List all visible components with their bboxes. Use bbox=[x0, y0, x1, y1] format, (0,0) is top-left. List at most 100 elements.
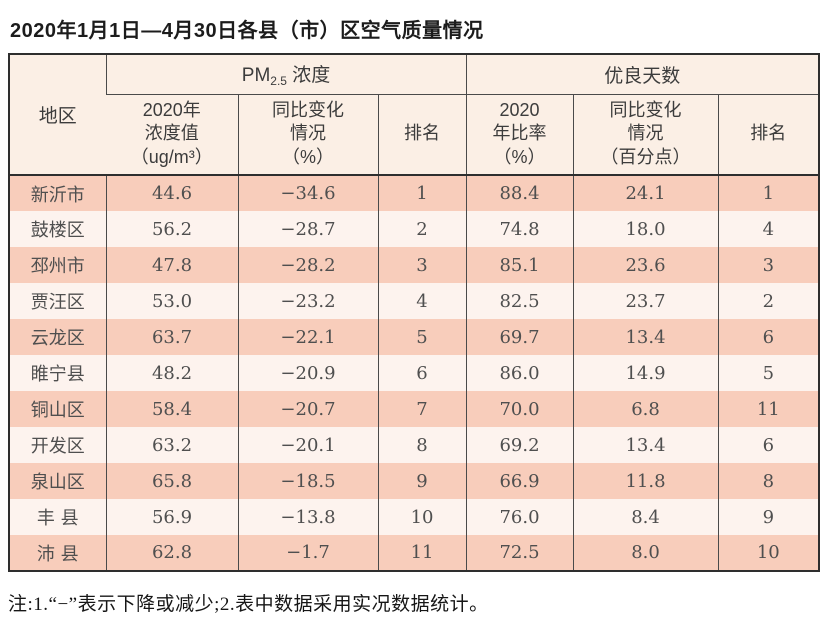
table-row: 鼓楼区 56.2 −28.7 2 74.8 18.0 4 bbox=[9, 211, 820, 247]
cell-good-rank: 6 bbox=[717, 427, 820, 463]
cell-good-change: 23.7 bbox=[572, 283, 719, 319]
cell-pm-rank: 11 bbox=[377, 535, 467, 571]
cell-pm-rank: 2 bbox=[377, 211, 467, 247]
cell-region: 丰 县 bbox=[9, 499, 106, 535]
cell-pm-change: −20.9 bbox=[237, 355, 378, 391]
cell-pm-rank: 8 bbox=[377, 427, 467, 463]
header-group-row: 地区 PM2.5 浓度 优良天数 bbox=[9, 54, 820, 176]
cell-good-change: 14.9 bbox=[572, 355, 719, 391]
table-row: 沛 县 62.8 −1.7 11 72.5 8.0 10 bbox=[9, 535, 820, 571]
cell-good-rate: 69.2 bbox=[465, 427, 574, 463]
table-row: 开发区 63.2 −20.1 8 69.2 13.4 6 bbox=[9, 427, 820, 463]
cell-pm-rank: 3 bbox=[377, 247, 467, 283]
cell-region: 泉山区 bbox=[9, 463, 106, 499]
table-row: 丰 县 56.9 −13.8 10 76.0 8.4 9 bbox=[9, 499, 820, 535]
table-row: 邳州市 47.8 −28.2 3 85.1 23.6 3 bbox=[9, 247, 820, 283]
cell-pm-change: −34.6 bbox=[237, 175, 378, 211]
cell-pm-change: −20.7 bbox=[237, 391, 378, 427]
cell-pm-value: 56.2 bbox=[105, 211, 238, 247]
cell-good-change: 23.6 bbox=[572, 247, 719, 283]
page-title: 2020年1月1日—4月30日各县（市）区空气质量情况 bbox=[10, 20, 484, 42]
cell-good-rank: 5 bbox=[717, 355, 820, 391]
table-row: 铜山区 58.4 −20.7 7 70.0 6.8 11 bbox=[9, 391, 820, 427]
cell-good-rate: 82.5 bbox=[465, 283, 574, 319]
cell-pm-value: 53.0 bbox=[105, 283, 238, 319]
cell-good-rate: 72.5 bbox=[465, 535, 574, 571]
table-row: 云龙区 63.7 −22.1 5 69.7 13.4 6 bbox=[9, 319, 820, 355]
cell-good-rank: 4 bbox=[717, 211, 820, 247]
header-good-change: 同比变化 情况 （百分点） bbox=[572, 94, 719, 176]
cell-good-rank: 11 bbox=[717, 391, 820, 427]
cell-pm-value: 47.8 bbox=[105, 247, 238, 283]
cell-good-change: 11.8 bbox=[572, 463, 719, 499]
header-pm-group: PM2.5 浓度 bbox=[105, 54, 467, 95]
cell-pm-change: −23.2 bbox=[237, 283, 378, 319]
cell-pm-value: 44.6 bbox=[105, 175, 238, 211]
cell-pm-rank: 1 bbox=[377, 175, 467, 211]
table-body: 新沂市 44.6 −34.6 1 88.4 24.1 1 鼓楼区 56.2 −2… bbox=[9, 175, 820, 571]
cell-good-rate: 88.4 bbox=[465, 175, 574, 211]
cell-good-rate: 85.1 bbox=[465, 247, 574, 283]
cell-pm-value: 63.2 bbox=[105, 427, 238, 463]
cell-region: 沛 县 bbox=[9, 535, 106, 571]
table-row: 睢宁县 48.2 −20.9 6 86.0 14.9 5 bbox=[9, 355, 820, 391]
cell-pm-change: −22.1 bbox=[237, 319, 378, 355]
header-good-rank: 排名 bbox=[717, 94, 820, 176]
header-pm-change: 同比变化 情况 （%） bbox=[237, 94, 378, 176]
cell-pm-rank: 5 bbox=[377, 319, 467, 355]
cell-pm-value: 62.8 bbox=[105, 535, 238, 571]
header-region: 地区 bbox=[9, 54, 106, 176]
header-good-rate: 2020 年比率 （%） bbox=[465, 94, 574, 176]
cell-pm-value: 48.2 bbox=[105, 355, 238, 391]
cell-region: 贾汪区 bbox=[9, 283, 106, 319]
cell-pm-rank: 10 bbox=[377, 499, 467, 535]
header-pm-rank: 排名 bbox=[377, 94, 467, 176]
cell-region: 云龙区 bbox=[9, 319, 106, 355]
cell-pm-value: 63.7 bbox=[105, 319, 238, 355]
cell-good-change: 6.8 bbox=[572, 391, 719, 427]
cell-good-change: 13.4 bbox=[572, 319, 719, 355]
cell-pm-change: −28.2 bbox=[237, 247, 378, 283]
cell-good-rank: 9 bbox=[717, 499, 820, 535]
pm-subscript: 2.5 bbox=[270, 74, 287, 89]
cell-pm-rank: 9 bbox=[377, 463, 467, 499]
cell-pm-rank: 4 bbox=[377, 283, 467, 319]
cell-pm-change: −20.1 bbox=[237, 427, 378, 463]
cell-good-rank: 3 bbox=[717, 247, 820, 283]
table-header: 地区 PM2.5 浓度 优良天数 2020年 浓度值 （ug/m³） 同比变化 … bbox=[9, 54, 820, 176]
cell-good-rank: 10 bbox=[717, 535, 820, 571]
cell-good-rate: 70.0 bbox=[465, 391, 574, 427]
cell-good-rank: 6 bbox=[717, 319, 820, 355]
air-quality-table: 地区 PM2.5 浓度 优良天数 2020年 浓度值 （ug/m³） 同比变化 … bbox=[8, 53, 821, 572]
cell-good-change: 8.4 bbox=[572, 499, 719, 535]
table-row: 泉山区 65.8 −18.5 9 66.9 11.8 8 bbox=[9, 463, 820, 499]
cell-pm-value: 58.4 bbox=[105, 391, 238, 427]
table-row: 新沂市 44.6 −34.6 1 88.4 24.1 1 bbox=[9, 175, 820, 211]
cell-pm-change: −28.7 bbox=[237, 211, 378, 247]
cell-pm-rank: 6 bbox=[377, 355, 467, 391]
header-good-days-group: 优良天数 bbox=[465, 54, 820, 95]
cell-pm-value: 65.8 bbox=[105, 463, 238, 499]
pm-label: PM bbox=[241, 65, 271, 87]
table-row: 贾汪区 53.0 −23.2 4 82.5 23.7 2 bbox=[9, 283, 820, 319]
pm-label-suffix: 浓度 bbox=[286, 65, 331, 87]
cell-good-change: 13.4 bbox=[572, 427, 719, 463]
cell-region: 睢宁县 bbox=[9, 355, 106, 391]
cell-good-rate: 86.0 bbox=[465, 355, 574, 391]
header-sub-row: 2020年 浓度值 （ug/m³） 同比变化 情况 （%） 排名 2020 年比… bbox=[9, 94, 820, 176]
cell-good-rate: 66.9 bbox=[465, 463, 574, 499]
footnote: 注:1.“−”表示下降或减少;2.表中数据采用实况数据统计。 bbox=[8, 594, 489, 615]
cell-region: 铜山区 bbox=[9, 391, 106, 427]
cell-region: 开发区 bbox=[9, 427, 106, 463]
cell-pm-value: 56.9 bbox=[105, 499, 238, 535]
cell-good-rate: 74.8 bbox=[465, 211, 574, 247]
cell-region: 新沂市 bbox=[9, 175, 106, 211]
cell-good-rate: 76.0 bbox=[465, 499, 574, 535]
cell-pm-change: −1.7 bbox=[237, 535, 378, 571]
cell-pm-change: −18.5 bbox=[237, 463, 378, 499]
cell-good-rate: 69.7 bbox=[465, 319, 574, 355]
cell-good-change: 18.0 bbox=[572, 211, 719, 247]
cell-good-change: 8.0 bbox=[572, 535, 719, 571]
cell-pm-rank: 7 bbox=[377, 391, 467, 427]
header-pm-value: 2020年 浓度值 （ug/m³） bbox=[106, 94, 238, 176]
